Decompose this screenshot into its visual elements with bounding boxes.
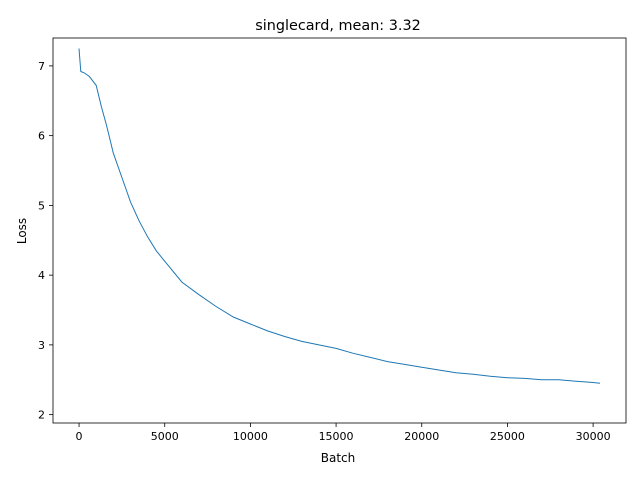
x-tick-label: 15000: [319, 430, 354, 443]
y-tick-label: 7: [38, 60, 45, 73]
loss-series-line: [78, 48, 601, 384]
x-tick-label: 20000: [404, 430, 439, 443]
y-tick-label: 3: [38, 339, 45, 352]
x-tick-label: 30000: [576, 430, 611, 443]
x-axis-label: Batch: [321, 451, 356, 465]
y-tick-label: 5: [38, 199, 45, 212]
y-tick-label: 4: [38, 269, 45, 282]
x-tick-label: 5000: [151, 430, 179, 443]
x-tick-label: 10000: [233, 430, 268, 443]
x-tick-label: 25000: [490, 430, 525, 443]
x-axis-ticks: 0 5000 10000 15000 20000 25000 30000: [76, 423, 611, 443]
plot-frame: [52, 37, 627, 424]
y-axis-label: Loss: [15, 218, 29, 244]
chart-title: singlecard, mean: 3.32: [255, 18, 421, 34]
y-tick-label: 2: [38, 409, 45, 422]
plot-area: [78, 48, 601, 384]
y-axis-ticks: 2 3 4 5 6 7: [38, 60, 53, 422]
y-tick-label: 6: [38, 130, 45, 143]
x-tick-label: 0: [76, 430, 83, 443]
